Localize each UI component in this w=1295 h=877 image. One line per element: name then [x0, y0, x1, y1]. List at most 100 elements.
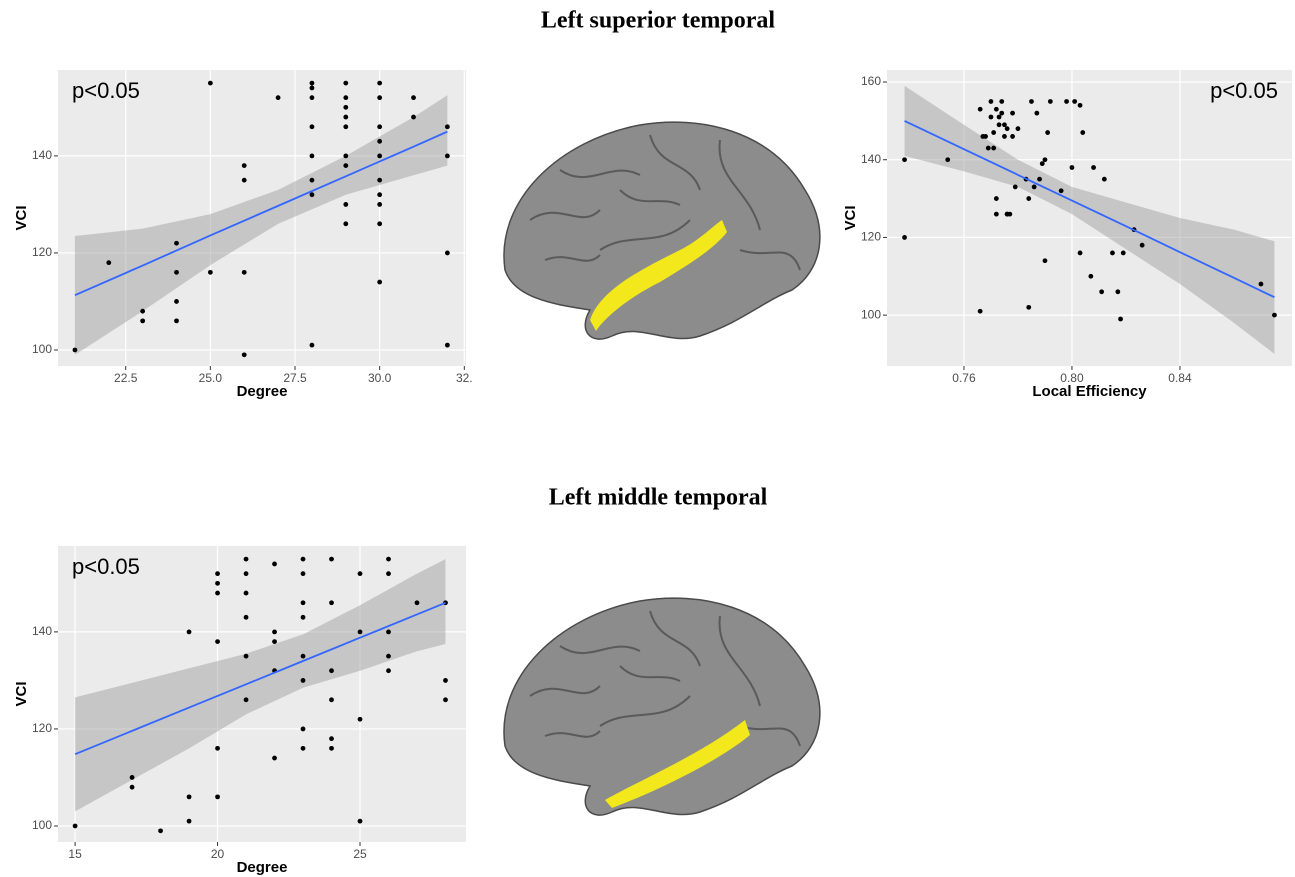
data-point — [1139, 242, 1145, 248]
data-point — [174, 240, 179, 246]
data-point — [343, 163, 349, 168]
data-point — [215, 580, 220, 586]
x-tick-label: 20 — [211, 847, 225, 861]
data-point — [300, 653, 306, 659]
data-point — [106, 260, 112, 266]
data-point — [207, 269, 213, 275]
data-point — [377, 192, 383, 198]
y-tick-label: 120 — [32, 245, 52, 259]
brain-image — [503, 121, 821, 340]
data-point — [300, 745, 306, 751]
data-point — [386, 629, 391, 635]
data-point — [309, 95, 315, 101]
data-point — [377, 124, 383, 130]
data-point — [243, 590, 249, 596]
data-point — [272, 561, 277, 567]
data-point — [300, 726, 306, 732]
data-point — [343, 95, 349, 101]
data-point — [300, 614, 306, 620]
data-point — [386, 653, 391, 659]
data-point — [991, 145, 997, 151]
x-tick-label: 0.76 — [952, 371, 976, 385]
data-point — [443, 678, 448, 683]
x-tick-label: 0.80 — [1060, 371, 1084, 385]
data-point — [272, 639, 277, 644]
data-point — [993, 106, 999, 112]
data-point — [386, 571, 391, 577]
data-point — [241, 177, 247, 183]
data-point — [343, 80, 349, 86]
data-point — [309, 80, 315, 86]
data-point — [1031, 184, 1037, 190]
data-point — [444, 153, 450, 159]
data-point — [186, 629, 192, 635]
data-point — [443, 697, 448, 703]
data-point — [1026, 304, 1032, 310]
x-axis-title: Local Efficiency — [1032, 383, 1147, 400]
data-point — [140, 318, 146, 324]
data-point — [174, 318, 179, 324]
data-point — [1088, 273, 1094, 279]
y-tick-label: 100 — [32, 818, 52, 832]
data-point — [343, 114, 349, 120]
data-point — [985, 145, 991, 151]
data-point — [1091, 165, 1096, 170]
y-axis-title: VCI — [13, 205, 30, 230]
y-tick-label: 120 — [861, 230, 881, 244]
data-point — [300, 556, 306, 562]
annotation: p<0.05 — [72, 554, 140, 579]
data-point — [129, 784, 135, 790]
data-point — [215, 745, 220, 751]
data-point — [300, 678, 306, 683]
y-tick-label: 120 — [32, 721, 52, 735]
data-point — [300, 600, 306, 606]
data-point — [309, 177, 315, 183]
data-point — [343, 221, 349, 227]
scatter-panel: 100 120 140 160 0.76 0.80 0.84 Local Efficiency… — [842, 70, 1292, 400]
data-point — [215, 639, 220, 644]
data-point — [1258, 281, 1264, 287]
regression-line — [904, 120, 1275, 299]
data-point — [377, 202, 383, 207]
data-point — [343, 124, 349, 130]
data-point — [444, 124, 450, 130]
data-point — [1118, 316, 1123, 322]
data-point — [988, 114, 994, 120]
data-point — [243, 614, 249, 620]
y-tick-label: 160 — [861, 74, 881, 88]
data-point — [386, 556, 391, 562]
x-tick-label: 30.0 — [368, 371, 392, 385]
data-point — [444, 342, 450, 348]
regression-line — [74, 130, 448, 296]
data-point — [329, 668, 334, 674]
data-point — [129, 775, 135, 780]
y-tick-label: 140 — [861, 152, 881, 166]
data-point — [1029, 99, 1034, 104]
data-point — [1080, 130, 1086, 135]
data-point — [993, 211, 999, 217]
data-point — [1037, 176, 1042, 182]
data-point — [243, 571, 249, 577]
regression-line — [74, 601, 446, 756]
data-point — [902, 235, 907, 240]
x-tick-label: 27.5 — [283, 371, 307, 385]
data-point — [329, 697, 334, 703]
x-axis-title: Degree — [237, 859, 288, 876]
data-point — [174, 299, 179, 304]
y-axis-title: VCI — [842, 205, 859, 230]
brain-image — [503, 597, 821, 816]
data-point — [996, 122, 1002, 128]
data-point — [72, 347, 78, 353]
data-point — [1002, 122, 1007, 128]
confidence-band — [75, 559, 446, 812]
data-point — [414, 600, 420, 606]
data-point — [357, 571, 363, 577]
x-tick-label: 22.5 — [114, 371, 138, 385]
data-point — [243, 653, 249, 659]
data-point — [140, 308, 146, 314]
data-point — [329, 600, 334, 606]
data-point — [993, 196, 999, 201]
data-point — [300, 571, 306, 577]
x-tick-label: 25.0 — [199, 371, 223, 385]
data-point — [272, 629, 277, 635]
